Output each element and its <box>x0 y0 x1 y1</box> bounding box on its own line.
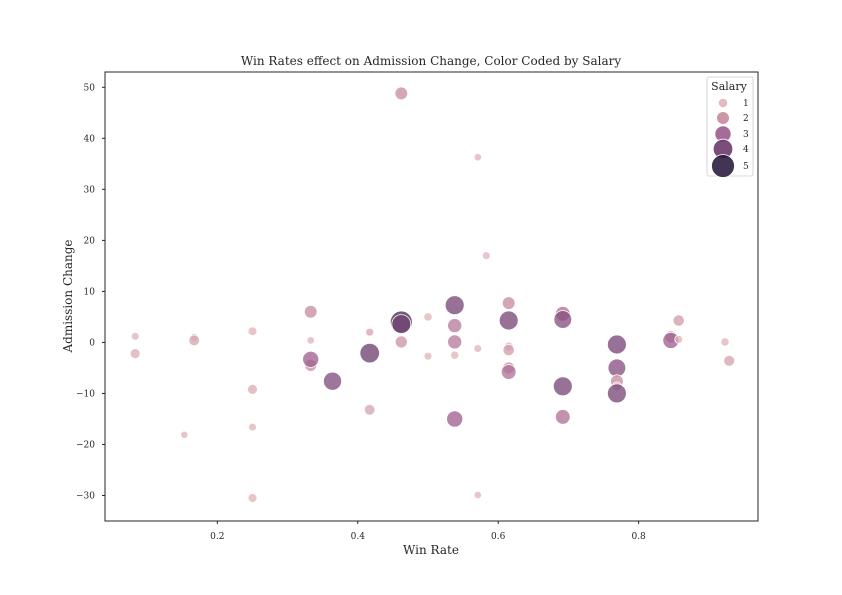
legend-marker <box>717 97 729 109</box>
data-point <box>723 354 736 367</box>
x-tick-label: 0.6 <box>491 532 506 542</box>
data-point <box>447 318 463 334</box>
y-ticks: −30 −20 −10 0 10 20 30 40 50 <box>76 83 105 501</box>
points-layer <box>129 86 736 503</box>
data-point <box>672 314 685 327</box>
data-point <box>302 350 320 368</box>
data-point <box>498 310 519 331</box>
data-point <box>359 342 380 364</box>
y-tick-label: 30 <box>84 185 96 195</box>
data-point <box>553 310 573 329</box>
data-point <box>720 337 730 347</box>
data-point <box>502 343 515 357</box>
data-point <box>180 430 189 439</box>
legend-entries: 1 2 3 4 5 <box>711 97 749 178</box>
legend-marker <box>716 111 730 125</box>
data-point <box>447 334 463 350</box>
y-tick-label: 0 <box>89 338 95 348</box>
data-point <box>444 295 465 316</box>
data-point <box>473 490 482 500</box>
data-point <box>607 334 627 355</box>
chart-title: Win Rates effect on Admission Change, Co… <box>241 54 621 68</box>
data-point <box>394 86 409 101</box>
data-point <box>450 350 460 360</box>
data-point <box>554 409 571 425</box>
data-point <box>473 152 482 162</box>
data-point <box>446 410 464 428</box>
data-point <box>306 336 315 345</box>
y-tick-label: 50 <box>84 83 96 93</box>
data-point <box>674 334 684 344</box>
data-point <box>552 376 573 397</box>
legend-label: 1 <box>743 99 749 109</box>
y-tick-label: −20 <box>76 440 95 450</box>
legend-label: 4 <box>743 145 749 155</box>
data-point <box>247 493 258 503</box>
x-axis-label: Win Rate <box>403 543 459 557</box>
data-point <box>247 383 258 395</box>
data-point <box>247 326 258 337</box>
data-point <box>501 296 516 310</box>
data-point <box>130 331 140 341</box>
data-point <box>423 351 433 361</box>
data-point <box>423 312 433 322</box>
data-point <box>365 327 375 337</box>
legend-label: 2 <box>743 114 749 124</box>
y-tick-label: −10 <box>76 389 95 399</box>
legend-title: Salary <box>711 80 747 93</box>
legend-label: 5 <box>743 162 749 172</box>
data-point <box>607 358 627 378</box>
x-tick-label: 0.2 <box>210 532 224 542</box>
data-point <box>481 251 491 261</box>
data-point <box>473 344 483 353</box>
y-tick-label: 20 <box>84 236 96 246</box>
data-point <box>363 403 376 416</box>
legend: Salary 1 2 3 4 5 <box>706 76 754 178</box>
x-tick-label: 0.4 <box>351 532 366 542</box>
plot-frame <box>104 71 759 522</box>
x-tick-label: 0.8 <box>631 532 646 542</box>
data-point <box>188 334 201 347</box>
y-tick-label: 40 <box>84 134 96 144</box>
data-point <box>500 364 517 380</box>
y-tick-label: 10 <box>84 287 96 297</box>
x-ticks: 0.2 0.4 0.6 0.8 <box>210 521 646 542</box>
data-point <box>129 348 141 360</box>
data-point <box>248 422 257 432</box>
data-point <box>391 314 412 335</box>
data-point <box>607 383 627 404</box>
data-point <box>322 371 342 391</box>
y-axis-label: Admission Change <box>61 239 75 353</box>
data-point <box>394 335 408 349</box>
y-tick-label: −30 <box>76 491 95 501</box>
legend-marker <box>711 154 735 178</box>
data-point <box>303 304 318 319</box>
legend-label: 3 <box>743 130 749 140</box>
